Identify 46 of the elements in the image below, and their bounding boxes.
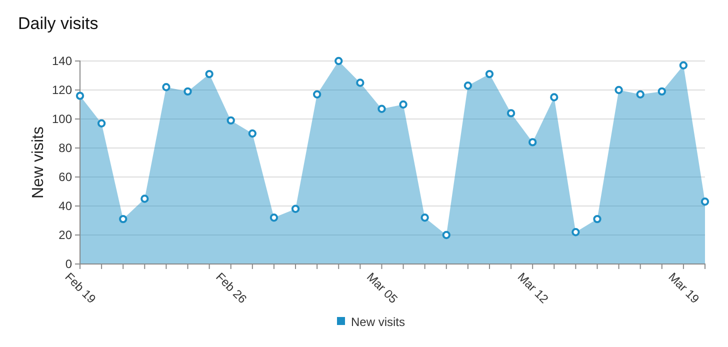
- point: [140, 194, 149, 203]
- point: [248, 129, 257, 138]
- point: [378, 104, 386, 113]
- x-tick-label: Feb 19: [62, 270, 99, 306]
- point: [97, 119, 106, 128]
- point: [506, 109, 516, 118]
- y-tick-label: 20: [58, 228, 72, 242]
- point: [270, 214, 278, 222]
- x-tick-label: Mar 05: [364, 270, 401, 306]
- point: [572, 228, 580, 236]
- point: [312, 90, 322, 98]
- point: [226, 116, 235, 125]
- point: [614, 86, 623, 94]
- y-tick-label: 0: [65, 256, 72, 271]
- x-tick-label: Mar 19: [666, 270, 702, 306]
- point: [291, 204, 300, 213]
- y-tick-label: 140: [52, 54, 72, 68]
- point: [420, 214, 429, 222]
- y-axis-title: New visits: [30, 126, 47, 199]
- point: [593, 214, 602, 224]
- point: [162, 83, 170, 92]
- point: [528, 138, 537, 146]
- y-tick-label: 60: [58, 170, 72, 184]
- point: [205, 70, 214, 78]
- y-tick-label: 40: [58, 198, 72, 213]
- legend-label: New visits: [351, 315, 406, 329]
- point: [485, 70, 494, 78]
- x-tick-label: Feb 26: [213, 270, 250, 306]
- point: [184, 87, 192, 96]
- point: [679, 61, 688, 70]
- point: [700, 198, 710, 206]
- chart-title: Daily visits: [18, 14, 98, 33]
- point: [550, 93, 558, 102]
- point: [334, 56, 343, 66]
- y-tick-label: 120: [52, 82, 72, 97]
- point: [464, 82, 472, 90]
- point: [76, 92, 84, 100]
- point: [658, 87, 666, 96]
- point: [636, 90, 644, 98]
- x-tick-label: Mar 12: [514, 270, 552, 306]
- point: [399, 100, 408, 109]
- point: [119, 214, 128, 224]
- point: [356, 78, 364, 87]
- y-tick-label: 100: [52, 112, 72, 126]
- point: [442, 230, 450, 240]
- y-tick-label: 80: [58, 140, 72, 155]
